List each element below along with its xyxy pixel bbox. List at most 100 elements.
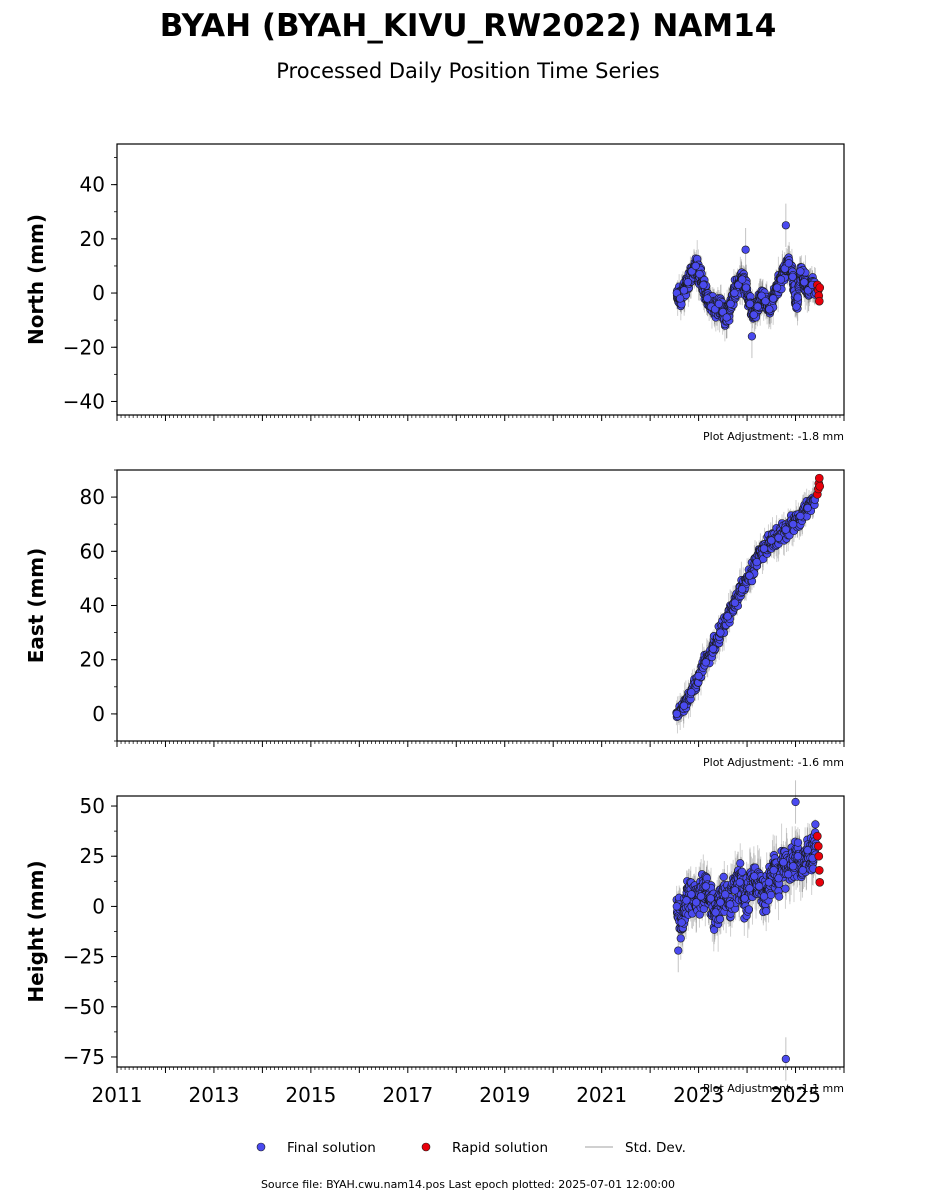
final-point bbox=[765, 305, 774, 314]
final-point bbox=[747, 332, 757, 341]
final-point bbox=[745, 299, 755, 308]
final-point bbox=[721, 890, 730, 899]
final-point bbox=[737, 867, 747, 876]
final-point bbox=[803, 846, 812, 855]
final-point bbox=[692, 898, 701, 907]
legend: Final solution Rapid solution Std. Dev. bbox=[256, 1140, 686, 1156]
x-tick-label: 2011 bbox=[92, 1083, 143, 1107]
final-point bbox=[759, 892, 769, 901]
final-point bbox=[726, 299, 735, 308]
final-point bbox=[759, 544, 769, 553]
plot-frame bbox=[116, 469, 845, 742]
rapid-point bbox=[815, 283, 825, 292]
final-point bbox=[714, 299, 724, 308]
final-point bbox=[781, 525, 790, 534]
std-dev-bars bbox=[676, 780, 817, 1081]
final-point bbox=[672, 902, 681, 911]
legend-rapid-marker bbox=[421, 1142, 431, 1152]
final-point bbox=[738, 585, 747, 594]
x-tick-label: 2017 bbox=[382, 1083, 433, 1107]
rapid-points bbox=[813, 473, 825, 499]
final-point bbox=[764, 878, 773, 887]
final-points bbox=[672, 797, 821, 1064]
final-points bbox=[672, 493, 820, 722]
legend-final-marker bbox=[256, 1142, 266, 1152]
final-point bbox=[784, 259, 793, 268]
final-point bbox=[767, 536, 776, 545]
final-point bbox=[674, 946, 683, 955]
plot-adjustment: Plot Adjustment: -1.8 mm bbox=[703, 430, 844, 443]
final-point bbox=[672, 709, 681, 719]
final-point bbox=[694, 671, 703, 681]
panels: −40 −20 0 20 40 North (mm) Plot Adjustment: -1… bbox=[24, 143, 845, 1107]
y-axis-label: East (mm) bbox=[24, 548, 48, 664]
plot-adjustment: Plot Adjustment: -1.6 mm bbox=[703, 756, 844, 769]
final-point bbox=[789, 520, 798, 529]
final-point bbox=[709, 644, 718, 653]
final-point bbox=[775, 892, 784, 901]
y-tick-label: 50 bbox=[80, 794, 105, 818]
rapid-point bbox=[814, 296, 824, 306]
final-point bbox=[781, 1054, 790, 1064]
panel-2: 0 20 40 60 80 East (mm) Plot Adjustment: -1.6 … bbox=[24, 469, 845, 769]
rapid-point bbox=[813, 831, 822, 841]
final-point bbox=[683, 278, 693, 287]
y-tick-label: 20 bbox=[80, 227, 105, 251]
y-tick-label: 25 bbox=[80, 844, 105, 868]
final-point bbox=[793, 293, 802, 302]
final-point bbox=[774, 533, 783, 542]
final-point bbox=[755, 882, 764, 891]
final-point bbox=[703, 294, 712, 303]
final-point bbox=[679, 286, 689, 295]
final-point bbox=[738, 275, 747, 284]
rapid-points bbox=[813, 280, 825, 306]
legend-final-label: Final solution bbox=[287, 1140, 376, 1156]
chart-title: BYAH (BYAH_KIVU_RW2022) NAM14 bbox=[160, 8, 777, 44]
y-tick-label: −50 bbox=[63, 995, 105, 1019]
final-point bbox=[745, 884, 754, 893]
final-point bbox=[696, 892, 706, 901]
rapid-point bbox=[814, 841, 823, 851]
final-point bbox=[677, 918, 686, 927]
final-point bbox=[798, 866, 807, 875]
rapid-point bbox=[814, 851, 824, 861]
final-point bbox=[682, 896, 691, 905]
x-tick-label: 2025 bbox=[770, 1083, 821, 1107]
final-point bbox=[791, 797, 800, 807]
final-point bbox=[752, 558, 761, 567]
final-point bbox=[793, 838, 803, 847]
final-point bbox=[789, 862, 798, 871]
final-point bbox=[745, 571, 754, 580]
y-tick-label: 0 bbox=[92, 281, 105, 305]
final-point bbox=[687, 688, 696, 697]
rapid-point bbox=[815, 481, 825, 491]
y-tick-label: −75 bbox=[63, 1045, 105, 1069]
x-tick-label: 2019 bbox=[479, 1083, 530, 1107]
x-tick-label: 2021 bbox=[576, 1083, 627, 1107]
final-point bbox=[779, 858, 788, 867]
final-point bbox=[722, 313, 731, 322]
final-point bbox=[766, 890, 776, 900]
final-point bbox=[784, 870, 793, 879]
legend-rapid-label: Rapid solution bbox=[452, 1140, 548, 1156]
final-point bbox=[730, 598, 740, 607]
final-point bbox=[811, 820, 820, 829]
final-point bbox=[750, 872, 759, 881]
plot-adjustment: Plot Adjustment: -1.1 mm bbox=[703, 1082, 844, 1095]
final-point bbox=[723, 612, 732, 621]
rapid-point bbox=[815, 878, 825, 887]
final-point bbox=[749, 310, 758, 319]
plot-frame bbox=[116, 795, 845, 1068]
plot-frame bbox=[116, 143, 845, 416]
final-point bbox=[741, 245, 750, 254]
final-point bbox=[736, 859, 745, 868]
final-point bbox=[691, 261, 700, 271]
panel-3: −75 −50 −25 0 25 50 2011 2013 2015 2017 2019 2021 20… bbox=[24, 780, 845, 1107]
final-point bbox=[769, 866, 778, 875]
y-tick-label: −40 bbox=[63, 389, 105, 413]
final-point bbox=[699, 280, 708, 290]
final-point bbox=[773, 283, 782, 292]
final-point bbox=[740, 894, 749, 903]
y-tick-label: 40 bbox=[80, 594, 105, 618]
